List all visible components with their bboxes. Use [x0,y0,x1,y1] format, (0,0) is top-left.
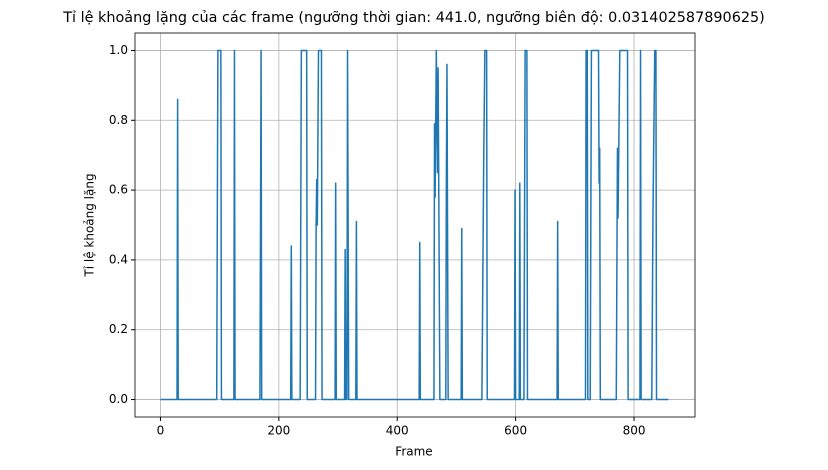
axes-frame [134,32,696,418]
y-tick-label: 1.0 [109,43,128,57]
y-tick-label: 0.4 [109,252,128,266]
y-axis-label: Tỉ lệ khoảng lặng [83,173,97,277]
y-tick-label: 0.0 [109,392,128,406]
x-tick-label: 200 [267,424,290,438]
y-tick-label: 0.8 [109,113,128,127]
x-tick-label: 800 [623,424,646,438]
chart-title: Tỉ lệ khoảng lặng của các frame (ngưỡng … [62,10,765,26]
x-tick-label: 0 [157,424,165,438]
x-axis-label: Frame [395,445,432,459]
y-tick-label: 0.2 [109,322,128,336]
x-tick-label: 600 [504,424,527,438]
x-tick-label: 400 [386,424,409,438]
y-tick-label: 0.6 [109,183,128,197]
data-line [160,49,669,401]
